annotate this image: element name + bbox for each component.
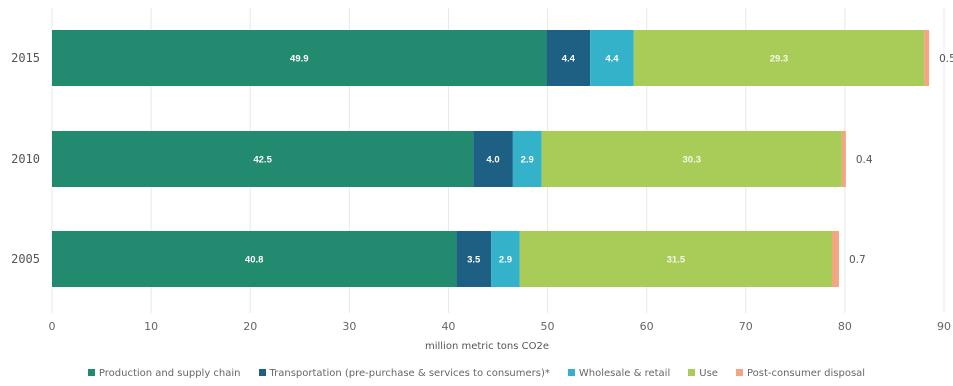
bar-segment (633, 30, 925, 86)
legend-swatch (87, 369, 95, 376)
bar-segment (456, 231, 492, 287)
legend-swatch (258, 369, 266, 376)
bar-segment (52, 30, 547, 86)
legend-label: Use (699, 368, 718, 379)
bar-segment (924, 30, 930, 86)
legend-label: Post-consumer disposal (746, 368, 866, 379)
x-tick-label: 10 (144, 320, 158, 333)
legend-label: Wholesale & retail (578, 368, 671, 379)
data-label: 4.0 (486, 155, 499, 166)
data-label: 42.5 (253, 155, 272, 166)
x-tick-label: 70 (739, 320, 753, 333)
data-label: 29.3 (770, 54, 789, 65)
x-axis-label: million metric tons CO2e (425, 341, 549, 352)
bar-segment (541, 131, 842, 187)
x-tick-label: 60 (640, 320, 654, 333)
legend-item: Wholesale & retail (567, 368, 671, 379)
data-label: 4.4 (605, 54, 619, 65)
axes: 0 10 20 30 40 50 60 70 80 90 2015 2010 2005 (11, 51, 951, 333)
y-category-label: 2005 (11, 252, 40, 266)
data-label: 3.5 (467, 255, 481, 266)
legend-item: Production and supply chain (87, 368, 241, 379)
data-label: 2.9 (499, 255, 512, 266)
legend-item: Use (688, 368, 718, 379)
legend-swatch (735, 369, 743, 376)
legend-item: Post-consumer disposal (735, 368, 866, 379)
legend-label: Production and supply chain (98, 368, 241, 379)
bar-segment (473, 131, 513, 187)
bar-segment (841, 131, 846, 187)
bar-segment (491, 231, 520, 287)
bar-segment (546, 30, 591, 86)
x-tick-label: 0 (49, 320, 56, 333)
legend-swatch (567, 369, 575, 376)
x-tick-label: 40 (441, 320, 455, 333)
data-label: 31.5 (667, 255, 686, 266)
x-tick-label: 90 (937, 320, 951, 333)
bar-segment (519, 231, 833, 287)
bar-segment (512, 131, 542, 187)
data-label: 30.3 (683, 155, 702, 166)
data-label: 2.9 (521, 155, 534, 166)
data-label: 4.4 (562, 54, 576, 65)
data-label: 0.5 (939, 53, 953, 65)
x-tick-label: 50 (541, 320, 555, 333)
data-label: 0.7 (849, 254, 866, 266)
data-label: 40.8 (245, 255, 264, 266)
data-label: 0.4 (856, 154, 873, 166)
legend-swatch (688, 369, 696, 376)
x-tick-label: 80 (838, 320, 852, 333)
x-tick-label: 20 (243, 320, 257, 333)
bar-segment (590, 30, 634, 86)
data-labels: 49.9 4.4 4.4 29.3 0.5 42.5 4.0 2.9 30.3 0.4 40.8 3.… (245, 53, 953, 266)
y-category-label: 2015 (11, 51, 40, 65)
legend-label: Transportation (pre-purchase & services … (269, 368, 550, 379)
legend: Production and supply chain Transportatio… (0, 368, 953, 379)
bars (52, 30, 930, 287)
x-tick-label: 30 (342, 320, 356, 333)
legend-item: Transportation (pre-purchase & services … (258, 368, 550, 379)
y-category-label: 2010 (11, 152, 40, 166)
bar-segment (832, 231, 839, 287)
bar-segment (52, 231, 457, 287)
bar-segment (52, 131, 474, 187)
data-label: 49.9 (290, 54, 309, 65)
